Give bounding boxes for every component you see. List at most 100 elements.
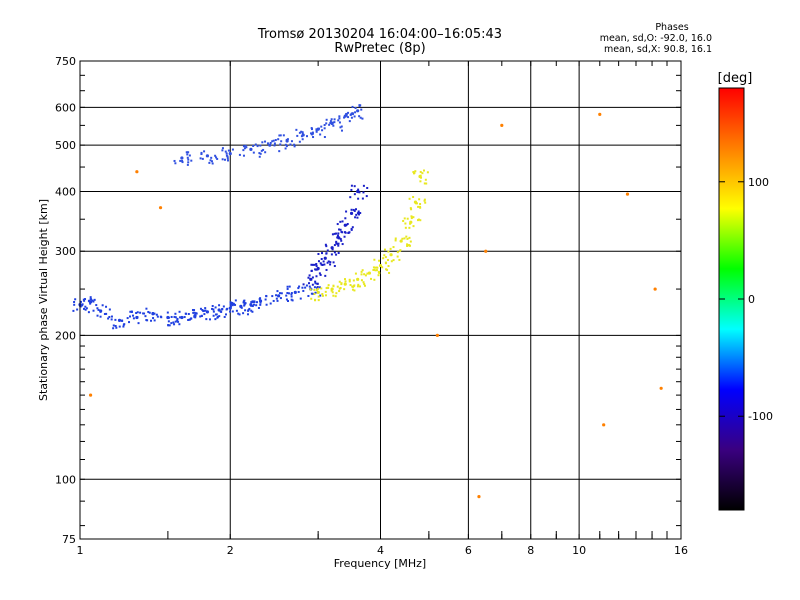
data-point-cluster <box>349 196 352 199</box>
data-point <box>205 154 210 158</box>
data-point-cluster <box>315 128 318 131</box>
data-point-cluster <box>183 316 186 319</box>
data-point-cluster <box>300 130 303 133</box>
data-point-cluster <box>265 295 268 298</box>
data-point-cluster <box>87 311 90 314</box>
data-point-cluster <box>259 301 262 304</box>
data-point-cluster <box>314 280 317 283</box>
data-point-cluster <box>289 143 292 146</box>
data-point-cluster <box>153 319 156 322</box>
data-point-cluster <box>326 249 329 252</box>
data-point-cluster <box>300 135 303 138</box>
data-point-cluster <box>200 153 203 156</box>
data-point-cluster <box>338 115 341 118</box>
data-point-cluster <box>322 260 325 263</box>
data-point-cluster <box>343 235 346 238</box>
data-point-cluster <box>392 246 395 249</box>
data-point-cluster <box>195 312 198 315</box>
data-point-cluster <box>129 315 132 318</box>
data-point-cluster <box>72 309 75 312</box>
data-point-cluster <box>203 313 206 316</box>
data-point-cluster <box>96 314 99 317</box>
data-point-cluster <box>287 292 290 295</box>
data-point-cluster <box>199 157 202 160</box>
data-point-cluster <box>129 310 132 313</box>
data-point-cluster <box>343 116 346 119</box>
data-point-cluster <box>341 220 344 223</box>
data-point-cluster <box>412 216 415 219</box>
data-point-cluster <box>350 116 353 119</box>
data-point-cluster <box>225 308 228 311</box>
data-point-cluster <box>224 158 227 161</box>
data-point <box>659 386 663 390</box>
data-point <box>356 109 360 113</box>
data-point-cluster <box>290 292 293 295</box>
data-point-cluster <box>312 136 315 139</box>
data-point-cluster <box>298 131 301 134</box>
data-point-cluster <box>348 280 351 283</box>
data-point-cluster <box>202 310 205 313</box>
data-point-cluster <box>412 171 415 174</box>
data-point-cluster <box>333 121 336 124</box>
data-point-cluster <box>178 323 181 326</box>
data-point-cluster <box>329 261 332 264</box>
data-point-cluster <box>354 111 357 114</box>
data-point-cluster <box>285 138 288 141</box>
data-point-cluster <box>193 309 196 312</box>
data-point-cluster <box>339 220 342 223</box>
data-point-cluster <box>132 317 135 320</box>
data-point-cluster <box>337 119 340 122</box>
data-point-cluster <box>349 284 352 287</box>
data-point-cluster <box>403 217 406 220</box>
data-point-cluster <box>309 288 312 291</box>
data-point-cluster <box>286 287 289 290</box>
data-point-cluster <box>333 232 336 235</box>
data-point-cluster <box>319 133 322 136</box>
data-point-cluster <box>286 292 289 295</box>
data-point-cluster <box>126 317 129 320</box>
data-points <box>72 104 663 499</box>
y-tick-label: 100 <box>55 473 76 486</box>
data-point-cluster <box>176 319 179 322</box>
data-point-cluster <box>320 125 323 128</box>
data-point-cluster <box>136 311 139 314</box>
data-point-cluster <box>298 285 301 288</box>
data-point-cluster <box>168 324 171 327</box>
data-point-cluster <box>340 239 343 242</box>
data-point-cluster <box>137 322 140 325</box>
data-point-cluster <box>409 240 412 243</box>
data-point-cluster <box>331 233 334 236</box>
data-point-cluster <box>313 263 316 266</box>
data-point-cluster <box>340 129 343 132</box>
data-point-cluster <box>123 323 126 326</box>
data-point-cluster <box>147 310 150 313</box>
data-point-cluster <box>152 317 155 320</box>
data-point-cluster <box>286 285 289 288</box>
data-point-cluster <box>231 310 234 313</box>
data-point-cluster <box>360 270 363 273</box>
data-point-cluster <box>215 156 218 159</box>
data-point-cluster <box>315 262 318 265</box>
data-point-cluster <box>320 287 323 290</box>
data-point <box>323 256 327 260</box>
data-point-cluster <box>199 307 202 310</box>
data-point-cluster <box>356 216 359 219</box>
colorbar-ticks: 100 0 -100 <box>719 176 773 423</box>
data-point-cluster <box>301 138 304 141</box>
data-point-cluster <box>378 272 381 275</box>
y-tick-label: 300 <box>55 245 76 258</box>
data-point-cluster <box>170 322 173 325</box>
data-point-cluster <box>363 273 366 276</box>
data-point-cluster <box>223 315 226 318</box>
data-point-cluster <box>229 305 232 308</box>
data-point-cluster <box>331 121 334 124</box>
data-point <box>117 318 122 322</box>
data-point-cluster <box>279 143 282 146</box>
data-point-cluster <box>382 257 385 260</box>
data-point-cluster <box>352 285 355 288</box>
data-point-cluster <box>185 151 188 154</box>
x-tick-label: 16 <box>674 544 688 557</box>
data-point-cluster <box>99 310 102 313</box>
data-point-cluster <box>406 237 409 240</box>
data-point-cluster <box>350 208 353 211</box>
